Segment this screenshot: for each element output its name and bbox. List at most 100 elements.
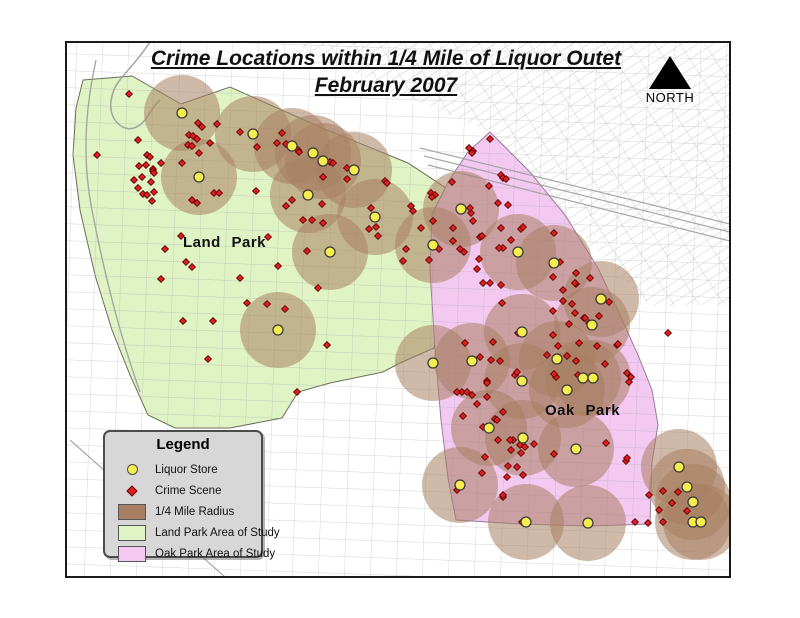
crime-scene-marker: [262, 299, 272, 309]
crime-scene-marker: [558, 296, 568, 306]
crime-scene-marker: [452, 387, 462, 397]
liquor-store-marker: [286, 140, 298, 152]
crime-scene-marker: [570, 278, 580, 288]
liquor-store-marker: [517, 432, 529, 444]
crime-scene-marker: [658, 486, 668, 496]
legend-item-label: Crime Scene: [155, 484, 222, 497]
crime-scene-marker: [458, 411, 468, 421]
crime-scene-marker: [503, 461, 513, 471]
legend-item-oak-park: Oak Park Area of Study: [105, 543, 275, 564]
crime-scene-marker: [493, 198, 503, 208]
liquor-store-marker: [520, 516, 532, 528]
legend-item-liquor-store: Liquor Store: [105, 459, 261, 480]
legend-item-quarter-mile: 1/4 Mile Radius: [105, 501, 261, 522]
liquor-stores-layer: [176, 107, 707, 529]
legend-title: Legend: [156, 436, 210, 453]
liquor-store-marker: [577, 372, 589, 384]
crime-scene-marker: [197, 122, 207, 132]
crime-scene-marker: [512, 462, 522, 472]
crime-scene-marker: [447, 177, 457, 187]
crime-scene-marker: [585, 273, 595, 283]
crime-scene-marker: [156, 274, 166, 284]
crime-scene-marker: [464, 143, 474, 153]
land-park-legend-swatch: [118, 524, 146, 541]
crime-scene-marker: [643, 518, 653, 528]
crime-scene-marker: [307, 215, 317, 225]
crime-scene-marker: [542, 350, 552, 360]
legend: Legend Liquor Store Crime Scene 1/4 Mile…: [103, 430, 280, 562]
crime-scene-marker: [644, 490, 654, 500]
crime-scene-marker: [502, 472, 512, 482]
north-arrow: NORTH: [641, 56, 699, 105]
liquor-store-marker: [570, 443, 582, 455]
crime-scene-marker: [472, 399, 482, 409]
crime-scene-marker: [663, 328, 673, 338]
crime-scene-marker: [205, 138, 215, 148]
crime-scene-marker: [480, 452, 490, 462]
crime-scene-marker: [427, 192, 437, 202]
crime-scene-marker: [529, 439, 539, 449]
map-title-line1: Crime Locations within 1/4 Mile of Liquo…: [150, 47, 622, 70]
crime-scene-marker: [133, 183, 143, 193]
crime-scene-marker: [549, 369, 559, 379]
liquor-store-marker: [369, 211, 381, 223]
crime-scene-marker: [273, 261, 283, 271]
crime-scene-marker: [203, 354, 213, 364]
crime-scene-marker: [465, 203, 475, 213]
crime-scene-marker: [146, 177, 156, 187]
crime-scene-marker: [373, 231, 383, 241]
liquor-store-marker: [548, 257, 560, 269]
liquor-store-marker: [595, 293, 607, 305]
crime-scene-marker: [251, 186, 261, 196]
crime-scene-marker: [342, 174, 352, 184]
liquor-store-marker: [687, 496, 699, 508]
crime-scene-marker: [501, 174, 511, 184]
crime-scene-marker: [564, 319, 574, 329]
crime-scene-marker: [518, 470, 528, 480]
crime-scene-marker: [482, 392, 492, 402]
crime-scene-marker: [178, 316, 188, 326]
crime-scene-marker: [624, 377, 634, 387]
crime-scene-marker: [448, 223, 458, 233]
crime-scenes-layer: [92, 89, 692, 528]
crime-scene-marker: [485, 278, 495, 288]
crime-scene-marker: [428, 216, 438, 226]
map-title: Crime Locations within 1/4 Mile of Liquo…: [80, 45, 692, 99]
crime-scene-marker: [503, 200, 513, 210]
liquor-store-marker: [317, 155, 329, 167]
liquor-store-marker: [587, 372, 599, 384]
crime-scene-marker: [630, 517, 640, 527]
crime-scene-marker: [622, 453, 632, 463]
crime-scene-marker: [137, 172, 147, 182]
liquor-store-marker: [454, 479, 466, 491]
crime-scene-marker: [424, 255, 434, 265]
crime-scene-marker: [313, 283, 323, 293]
liquor-store-marker: [307, 147, 319, 159]
oak-park-legend-swatch: [118, 545, 146, 562]
crime-scene-marker: [302, 246, 312, 256]
crime-scene-marker: [484, 181, 494, 191]
crime-scene-marker: [477, 468, 487, 478]
crime-scene-marker: [187, 141, 197, 151]
crime-scene-marker: [194, 148, 204, 158]
crime-scene-marker: [292, 387, 302, 397]
crime-scene-marker: [322, 340, 332, 350]
legend-item-land-park: Land Park Area of Study: [105, 522, 280, 543]
crime-scene-marker: [492, 415, 502, 425]
crime-scene-marker: [328, 158, 338, 168]
crime-scene-marker: [673, 487, 683, 497]
crime-scene-marker: [462, 387, 472, 397]
crime-scene-marker: [187, 262, 197, 272]
crime-scene-marker: [488, 337, 498, 347]
map-frame-border: [65, 41, 731, 578]
crime-scene-marker: [176, 231, 186, 241]
liquor-store-marker: [681, 481, 693, 493]
crime-scene-marker: [592, 341, 602, 351]
liquor-store-marker: [673, 461, 685, 473]
crime-scene-marker: [134, 161, 144, 171]
crime-scene-marker: [570, 308, 580, 318]
crime-scene-marker: [192, 134, 202, 144]
crime-scene-marker: [366, 203, 376, 213]
liquor-store-marker: [512, 246, 524, 258]
crime-scene-marker: [562, 351, 572, 361]
